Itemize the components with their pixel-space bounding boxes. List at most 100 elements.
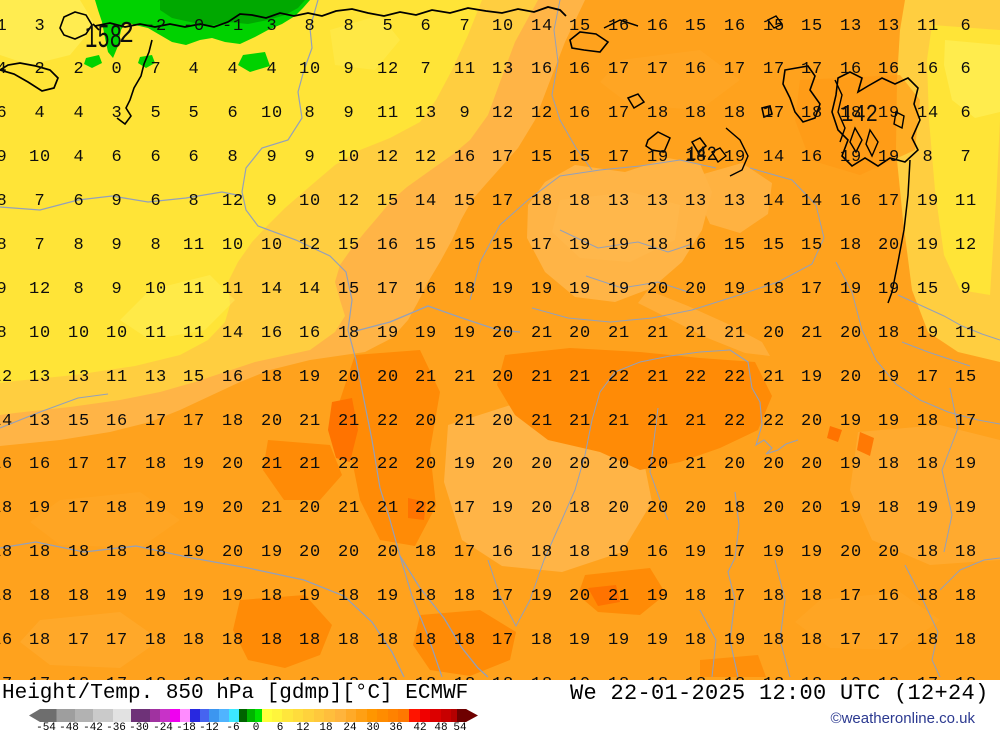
svg-text:18: 18 — [338, 631, 360, 650]
svg-text:20: 20 — [801, 499, 823, 518]
svg-text:8: 8 — [343, 17, 354, 36]
svg-text:7: 7 — [960, 148, 971, 167]
svg-text:16: 16 — [569, 104, 591, 123]
svg-text:12: 12 — [299, 236, 321, 255]
svg-text:20: 20 — [608, 455, 630, 474]
svg-text:14: 14 — [0, 412, 13, 431]
svg-text:18: 18 — [763, 280, 785, 299]
svg-text:19: 19 — [840, 280, 862, 299]
svg-text:9: 9 — [111, 192, 122, 211]
svg-text:19: 19 — [763, 543, 785, 562]
svg-text:19: 19 — [145, 499, 167, 518]
svg-text:18: 18 — [840, 236, 862, 255]
svg-text:19: 19 — [840, 412, 862, 431]
svg-text:18: 18 — [801, 631, 823, 650]
svg-text:22: 22 — [724, 412, 746, 431]
svg-text:8: 8 — [0, 324, 8, 343]
svg-text:6: 6 — [150, 148, 161, 167]
svg-text:17: 17 — [608, 60, 630, 79]
svg-text:16: 16 — [106, 412, 128, 431]
svg-text:20: 20 — [840, 368, 862, 387]
svg-text:16: 16 — [0, 631, 13, 650]
svg-text:12: 12 — [955, 236, 977, 255]
svg-text:17: 17 — [763, 104, 785, 123]
svg-text:6: 6 — [150, 192, 161, 211]
svg-text:20: 20 — [492, 324, 514, 343]
svg-text:20: 20 — [492, 455, 514, 474]
svg-text:15: 15 — [569, 148, 591, 167]
svg-text:15: 15 — [685, 17, 707, 36]
svg-text:19: 19 — [878, 412, 900, 431]
svg-text:21: 21 — [569, 412, 591, 431]
svg-text:17: 17 — [763, 60, 785, 79]
svg-text:18: 18 — [878, 324, 900, 343]
svg-text:20: 20 — [531, 499, 553, 518]
svg-text:20: 20 — [878, 543, 900, 562]
svg-text:21: 21 — [531, 324, 553, 343]
svg-text:16: 16 — [685, 60, 707, 79]
svg-text:18: 18 — [917, 543, 939, 562]
svg-text:19: 19 — [878, 280, 900, 299]
svg-text:13: 13 — [724, 192, 746, 211]
svg-text:20: 20 — [724, 455, 746, 474]
svg-text:6: 6 — [73, 192, 84, 211]
svg-text:16: 16 — [29, 455, 51, 474]
svg-text:15: 15 — [377, 192, 399, 211]
svg-text:19: 19 — [299, 587, 321, 606]
svg-text:16: 16 — [531, 60, 553, 79]
svg-text:17: 17 — [724, 543, 746, 562]
svg-text:19: 19 — [647, 148, 669, 167]
svg-text:18: 18 — [955, 543, 977, 562]
svg-text:21: 21 — [299, 455, 321, 474]
svg-text:21: 21 — [531, 412, 553, 431]
svg-text:14: 14 — [415, 192, 437, 211]
svg-text:18: 18 — [917, 455, 939, 474]
svg-text:19: 19 — [145, 587, 167, 606]
svg-text:21: 21 — [685, 324, 707, 343]
svg-text:6: 6 — [111, 148, 122, 167]
svg-text:19: 19 — [454, 455, 476, 474]
svg-text:20: 20 — [801, 455, 823, 474]
svg-text:17: 17 — [106, 455, 128, 474]
svg-text:18: 18 — [29, 587, 51, 606]
svg-text:-2: -2 — [145, 17, 167, 36]
svg-text:15: 15 — [338, 280, 360, 299]
svg-text:16: 16 — [878, 587, 900, 606]
svg-text:19: 19 — [222, 587, 244, 606]
svg-text:21: 21 — [724, 324, 746, 343]
svg-text:20: 20 — [415, 412, 437, 431]
svg-text:20: 20 — [878, 236, 900, 255]
svg-text:18: 18 — [685, 587, 707, 606]
svg-text:9: 9 — [343, 104, 354, 123]
svg-text:14: 14 — [763, 192, 785, 211]
svg-text:18: 18 — [415, 543, 437, 562]
svg-text:6: 6 — [960, 60, 971, 79]
svg-text:17: 17 — [183, 412, 205, 431]
svg-text:12: 12 — [531, 104, 553, 123]
svg-text:18: 18 — [917, 412, 939, 431]
svg-text:21: 21 — [763, 368, 785, 387]
svg-text:9: 9 — [266, 148, 277, 167]
svg-text:18: 18 — [685, 148, 707, 167]
svg-text:20: 20 — [840, 324, 862, 343]
svg-text:19: 19 — [878, 368, 900, 387]
svg-text:19: 19 — [878, 104, 900, 123]
svg-text:19: 19 — [608, 631, 630, 650]
svg-text:21: 21 — [608, 587, 630, 606]
svg-text:18: 18 — [0, 543, 13, 562]
svg-text:15: 15 — [724, 236, 746, 255]
svg-text:19: 19 — [917, 324, 939, 343]
svg-text:6: 6 — [420, 17, 431, 36]
svg-text:18: 18 — [724, 104, 746, 123]
svg-text:18: 18 — [917, 631, 939, 650]
svg-text:11: 11 — [917, 17, 939, 36]
svg-text:18: 18 — [145, 543, 167, 562]
svg-text:20: 20 — [569, 455, 591, 474]
svg-text:20: 20 — [801, 412, 823, 431]
svg-text:18: 18 — [569, 543, 591, 562]
svg-text:18: 18 — [685, 104, 707, 123]
svg-text:10: 10 — [261, 104, 283, 123]
svg-text:4: 4 — [266, 60, 277, 79]
svg-text:20: 20 — [608, 499, 630, 518]
svg-text:9: 9 — [343, 60, 354, 79]
